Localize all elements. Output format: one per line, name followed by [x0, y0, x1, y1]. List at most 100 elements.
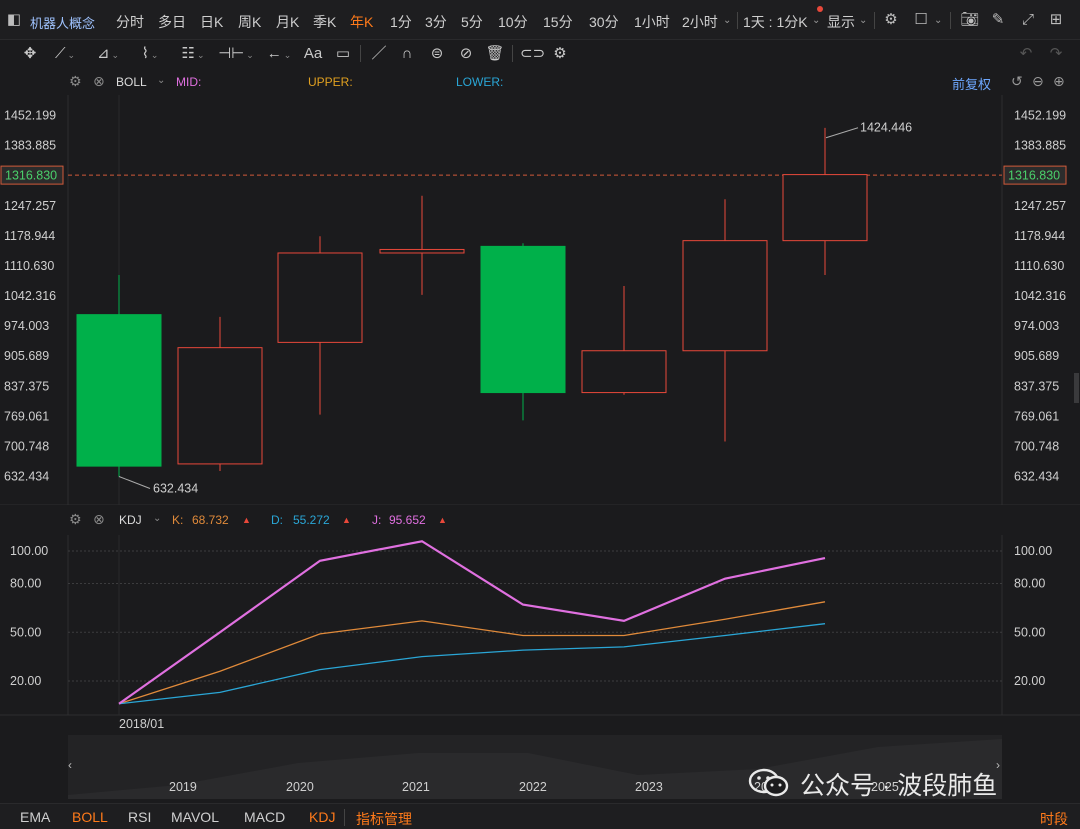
reset-icon[interactable]: ↺: [1011, 73, 1023, 89]
price-tick-right: 1110.630: [1014, 259, 1064, 273]
period-weekly[interactable]: 周K: [238, 14, 262, 30]
fullscreen-icon[interactable]: ⤢: [1021, 11, 1034, 28]
toolbar-divider: [512, 45, 513, 62]
notification-dot: [817, 6, 823, 12]
boll-lower-label: LOWER:: [456, 75, 504, 89]
channel-icon[interactable]: ⊿ ⌄: [96, 45, 120, 62]
toolbar-divider: [874, 12, 875, 29]
drawing-toolbar: ✥ ⟋ ⌄ ⊿ ⌄ ⌇ ⌄ ☷ ⌄ ⊣⊢ ⌄ ← ⌄ Aa ▭ ／ ∩ ⊜ ⊘ 🗑︎ ⊂⊃ …: [0, 40, 1080, 68]
close-icon[interactable]: ⊗: [93, 511, 105, 527]
multi-window-icon[interactable]: ⊞: [1049, 11, 1063, 28]
price-tick-right: 905.689: [1014, 349, 1059, 363]
period-1hour[interactable]: 1小时: [634, 14, 670, 30]
sync-period-selector[interactable]: 1天 : 1分K: [743, 14, 808, 30]
redo-icon[interactable]: ↷: [1049, 45, 1063, 62]
candle: [379, 195, 465, 295]
kdj-j-line: [118, 540, 826, 705]
period-monthly[interactable]: 月K: [276, 14, 300, 30]
period-30min[interactable]: 30分: [589, 14, 619, 30]
zoom-out-icon[interactable]: ⊖: [1032, 73, 1044, 89]
boll-name[interactable]: BOLL: [116, 75, 147, 89]
candle-body: [782, 174, 868, 242]
chevron-down-icon[interactable]: ⌄: [934, 15, 943, 26]
display-menu[interactable]: 显示: [827, 14, 855, 30]
magnet-icon[interactable]: ∩: [401, 45, 413, 62]
text-tool-icon[interactable]: Aa: [303, 45, 323, 62]
indicator-kdj[interactable]: KDJ: [309, 809, 336, 825]
toolbar-divider: [737, 12, 738, 29]
chevron-down-icon[interactable]: ⌄: [157, 75, 166, 86]
security-title[interactable]: 机器人概念: [30, 16, 96, 31]
pencil-icon[interactable]: ✎: [991, 11, 1005, 28]
price-tick-left: 1247.257: [4, 199, 56, 213]
price-tick-left: 1383.885: [4, 139, 56, 153]
brush-icon[interactable]: ／: [371, 45, 387, 62]
chevron-down-icon[interactable]: ⌄: [723, 15, 732, 26]
candle-body: [76, 314, 162, 467]
indicator-rsi[interactable]: RSI: [128, 809, 152, 825]
kdj-tick-left: 50.00: [10, 625, 41, 639]
period-quarterly[interactable]: 季K: [313, 14, 337, 30]
chevron-down-icon[interactable]: ⌄: [153, 513, 162, 524]
indicator-ema[interactable]: EMA: [20, 809, 51, 825]
candle-body: [581, 350, 667, 394]
close-icon[interactable]: ⊗: [93, 73, 105, 89]
gear-icon[interactable]: ⚙: [884, 11, 898, 28]
chevron-down-icon[interactable]: ⌄: [859, 15, 868, 26]
toggle-icon[interactable]: ⊂⊃: [520, 45, 546, 62]
indicator-macd[interactable]: MACD: [244, 809, 286, 825]
gear-icon[interactable]: ⚙: [69, 73, 82, 89]
navigator-left-handle-icon: ‹: [68, 758, 72, 772]
camera-icon[interactable]: 📷︎: [960, 11, 980, 28]
eye-lock-icon[interactable]: ⊜: [430, 45, 444, 62]
kdj-tick-right: 50.00: [1014, 625, 1045, 639]
period-fenshi[interactable]: 分时: [116, 14, 144, 30]
toolbar-divider: [950, 12, 951, 29]
price-tick-left: 1452.199: [4, 109, 56, 123]
period-daily[interactable]: 日K: [200, 14, 224, 30]
candle-body: [277, 252, 363, 343]
price-adjust-selector[interactable]: 前复权: [952, 77, 992, 92]
price-tick-left: 700.748: [4, 439, 49, 453]
period-yearly[interactable]: 年K: [350, 14, 374, 30]
price-tick-left: 1042.316: [4, 289, 56, 303]
trend-line-icon[interactable]: ⟋ ⌄: [54, 45, 76, 62]
kdj-d-label: D:: [271, 513, 283, 527]
fibonacci-icon[interactable]: ☷ ⌄: [181, 45, 205, 62]
period-2hour[interactable]: 2小时: [682, 14, 718, 30]
indicator-boll[interactable]: BOLL: [72, 809, 108, 825]
up-arrow-icon: ▲: [342, 515, 351, 525]
move-cross-icon[interactable]: ✥: [23, 45, 37, 62]
indicator-mavol[interactable]: MAVOL: [171, 809, 219, 825]
layout-square-icon[interactable]: ☐: [914, 11, 928, 28]
undo-icon[interactable]: ↶: [1019, 45, 1033, 62]
period-5min[interactable]: 5分: [461, 14, 483, 30]
current-price-tag-left: 1316.830: [5, 169, 57, 183]
zoom-in-icon[interactable]: ⊕: [1053, 73, 1065, 89]
wave-pattern-icon[interactable]: ⌇ ⌄: [141, 45, 159, 62]
kdj-chart[interactable]: 100.00 100.00 80.00 80.00 50.00 50.00 20.00 20.…: [0, 535, 1080, 735]
price-tick-right: 1452.199: [1014, 109, 1066, 123]
hide-icon[interactable]: ⊘: [459, 45, 473, 62]
trash-icon[interactable]: 🗑︎: [485, 45, 505, 62]
kdj-j-label: J:: [372, 513, 382, 527]
indicator-bar: EMA BOLL RSI MAVOL MACD KDJ 指标管理 时段: [0, 803, 1080, 829]
period-multiday[interactable]: 多日: [158, 14, 186, 30]
indicator-manager[interactable]: 指标管理: [356, 811, 412, 827]
draw-settings-icon[interactable]: ⚙: [553, 45, 567, 62]
period-10min[interactable]: 10分: [498, 14, 528, 30]
period-3min[interactable]: 3分: [425, 14, 447, 30]
gear-icon[interactable]: ⚙: [69, 511, 82, 527]
range-measure-icon[interactable]: ⊣⊢ ⌄: [218, 45, 254, 62]
session-selector[interactable]: 时段: [1040, 811, 1068, 827]
price-tick-right: 1178.944: [1014, 229, 1065, 243]
arrow-left-icon[interactable]: ← ⌄: [266, 45, 292, 62]
period-15min[interactable]: 15分: [543, 14, 573, 30]
candle: [277, 236, 363, 415]
comment-icon[interactable]: ▭: [335, 45, 351, 62]
sidebar-toggle-icon[interactable]: ◧: [6, 11, 22, 28]
period-1min[interactable]: 1分: [390, 14, 412, 30]
chevron-down-icon[interactable]: ⌄: [812, 15, 821, 26]
candlestick-chart[interactable]: 1452.199 1452.199 1383.885 1383.885 1247.257…: [0, 95, 1080, 505]
kdj-name[interactable]: KDJ: [119, 513, 142, 527]
